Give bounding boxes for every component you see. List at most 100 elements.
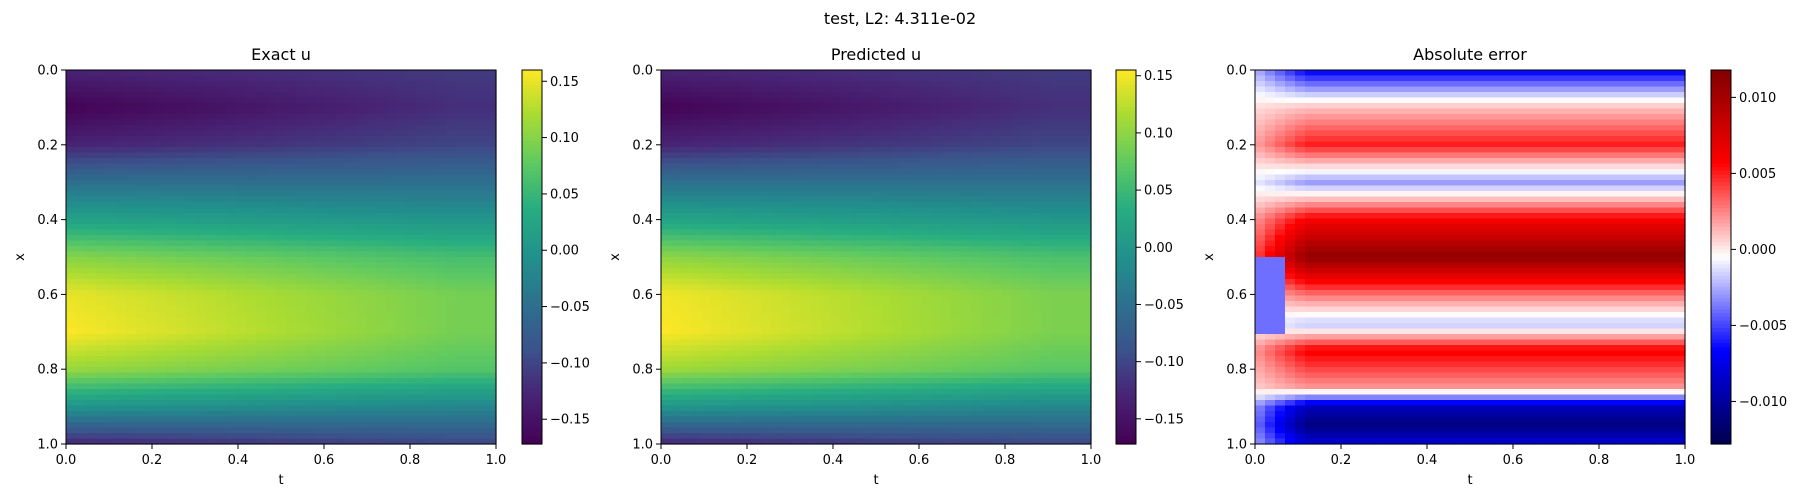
heatmap-cell (366, 152, 377, 159)
heatmap-cell (366, 207, 377, 214)
heatmap-cell (116, 389, 127, 396)
heatmap-cell (156, 378, 167, 385)
heatmap-cell (356, 180, 367, 187)
heatmap-cell (1021, 75, 1032, 82)
heatmap-cell (1031, 240, 1042, 247)
heatmap-cell (226, 235, 237, 242)
heatmap-cell (801, 196, 812, 203)
heatmap-cell (266, 174, 277, 181)
heatmap-cell (226, 257, 237, 264)
heatmap-cell (1011, 169, 1022, 176)
heatmap-cell (126, 207, 137, 214)
heatmap-cell (1031, 185, 1042, 192)
heatmap-cell (216, 284, 227, 291)
heatmap-cell (446, 246, 457, 253)
heatmap-cell (286, 196, 297, 203)
heatmap-cell (1031, 147, 1042, 154)
heatmap-cell (416, 416, 427, 423)
heatmap-cell (226, 328, 237, 335)
heatmap-cell (741, 70, 752, 77)
heatmap-cell (791, 180, 802, 187)
heatmap-cell (1011, 180, 1022, 187)
heatmap-cell (146, 86, 157, 93)
heatmap-cell (176, 345, 187, 352)
heatmap-cell (961, 295, 972, 302)
heatmap-cell (821, 295, 832, 302)
heatmap-cell (96, 180, 107, 187)
heatmap-cell (266, 70, 277, 77)
heatmap-cell (146, 257, 157, 264)
heatmap-cell (256, 345, 267, 352)
heatmap-cell (961, 196, 972, 203)
heatmap-cell (1061, 119, 1072, 126)
colorbar-segment (522, 286, 542, 292)
heatmap-cell (366, 295, 377, 302)
heatmap-cell (196, 433, 207, 440)
heatmap-cell (931, 130, 942, 137)
heatmap-cell (66, 438, 77, 445)
heatmap-cell (751, 108, 762, 115)
heatmap-cell (486, 246, 497, 253)
heatmap-cell (721, 290, 732, 297)
heatmap-cell (1071, 169, 1082, 176)
heatmap-cell (436, 317, 447, 324)
colorbar-segment (522, 313, 542, 318)
heatmap-cell (671, 251, 682, 258)
heatmap-cell (86, 70, 97, 77)
heatmap-cell (286, 438, 297, 445)
heatmap-cell (266, 202, 277, 209)
heatmap-cell (286, 75, 297, 82)
heatmap-cell (486, 141, 497, 148)
heatmap-cell (106, 361, 117, 368)
heatmap-cell (721, 218, 732, 225)
heatmap-cell (486, 416, 497, 423)
heatmap-cell (216, 317, 227, 324)
heatmap-cell (901, 191, 912, 198)
heatmap-cell (981, 130, 992, 137)
heatmap-cell (436, 207, 447, 214)
heatmap-cell (96, 141, 107, 148)
heatmap-cell (791, 169, 802, 176)
heatmap-cell (276, 416, 287, 423)
heatmap-cell (971, 97, 982, 104)
heatmap-cell (206, 416, 217, 423)
heatmap-cell (751, 191, 762, 198)
heatmap-cell (366, 405, 377, 412)
heatmap-cell (721, 136, 732, 143)
heatmap-cell (741, 86, 752, 93)
heatmap-cell (791, 218, 802, 225)
heatmap-cell (871, 97, 882, 104)
heatmap-cell (396, 136, 407, 143)
heatmap-cell (186, 191, 197, 198)
heatmap-cell (306, 279, 317, 286)
heatmap-cell (86, 405, 97, 412)
colorbar-segment (522, 257, 542, 262)
heatmap-cell (1051, 114, 1062, 121)
heatmap-cell (771, 306, 782, 313)
heatmap-cell (416, 75, 427, 82)
heatmap-cell (156, 268, 167, 275)
heatmap-cell (1061, 92, 1072, 99)
heatmap-cell (156, 185, 167, 192)
colorbar-segment (522, 189, 542, 195)
heatmap-cell (1071, 92, 1082, 99)
heatmap-cell (671, 191, 682, 198)
heatmap-cell (436, 202, 447, 209)
heatmap-cell (486, 169, 497, 176)
heatmap-cell (296, 147, 307, 154)
heatmap-cell (76, 196, 87, 203)
heatmap-cell (226, 438, 237, 445)
y-tick-label: 0.4 (37, 213, 58, 228)
colorbar-segment (522, 234, 542, 239)
heatmap-cell (86, 174, 97, 181)
heatmap-cell (226, 125, 237, 132)
heatmap-cell (366, 147, 377, 154)
heatmap-cell (216, 405, 227, 412)
heatmap-cell (741, 103, 752, 110)
heatmap-cell (811, 240, 822, 247)
heatmap-cell (186, 312, 197, 319)
heatmap-cell (1081, 97, 1092, 104)
heatmap-cell (126, 433, 137, 440)
heatmap-cell (971, 169, 982, 176)
heatmap-cell (781, 119, 792, 126)
